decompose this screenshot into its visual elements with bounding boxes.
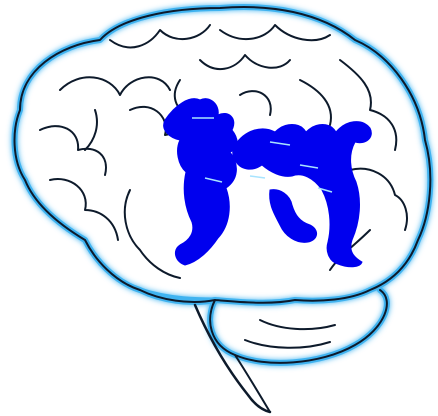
brain-dark-outline [13, 6, 432, 414]
hippocampus-icon [163, 98, 372, 268]
